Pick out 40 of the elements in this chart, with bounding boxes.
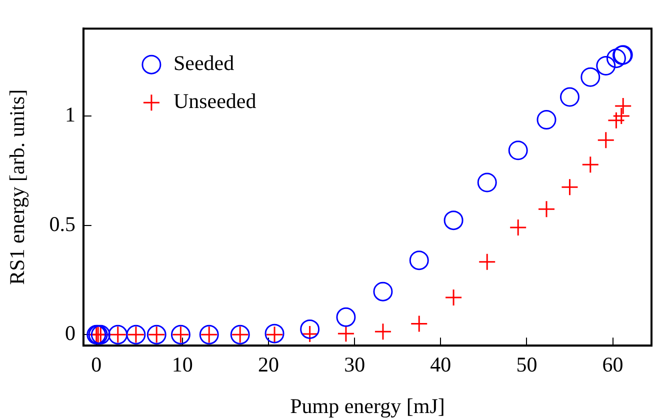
point: [538, 200, 556, 218]
y-tick-label: 0.5: [49, 212, 76, 236]
point: [596, 56, 616, 76]
x-axis-title: Pump energy [mJ]: [290, 394, 445, 418]
point: [560, 87, 580, 107]
y-tick-label: 0: [64, 321, 76, 346]
point: [607, 112, 625, 130]
point: [373, 282, 393, 302]
point: [582, 156, 600, 174]
x-tick-label: 20: [258, 352, 279, 377]
x-tick-label: 60: [602, 352, 624, 377]
point: [536, 110, 556, 130]
point: [409, 250, 429, 270]
x-tick-label: 50: [516, 352, 538, 377]
point: [580, 67, 600, 87]
x-tick-label: 40: [430, 352, 452, 377]
y-tick-label: 1: [64, 102, 76, 127]
point: [612, 107, 630, 125]
point: [597, 131, 615, 149]
point: [509, 218, 527, 236]
x-tick-label: 10: [172, 352, 193, 377]
point: [444, 210, 464, 230]
x-tick-label: 0: [91, 352, 102, 377]
point: [337, 324, 355, 342]
point: [560, 178, 578, 196]
y-axis-title: RS1 energy [arb. units]: [5, 89, 30, 285]
point: [614, 97, 632, 115]
point: [301, 325, 319, 343]
point: [477, 172, 497, 192]
point: [444, 288, 462, 306]
x-tick-label: 30: [344, 352, 366, 377]
point: [606, 48, 626, 68]
point: [508, 140, 528, 160]
point: [300, 319, 320, 339]
legend-label: Seeded: [173, 51, 235, 76]
legend-label: Unseeded: [173, 89, 257, 114]
point: [374, 322, 392, 340]
point: [478, 253, 496, 271]
point: [410, 314, 428, 332]
point: [336, 307, 356, 327]
